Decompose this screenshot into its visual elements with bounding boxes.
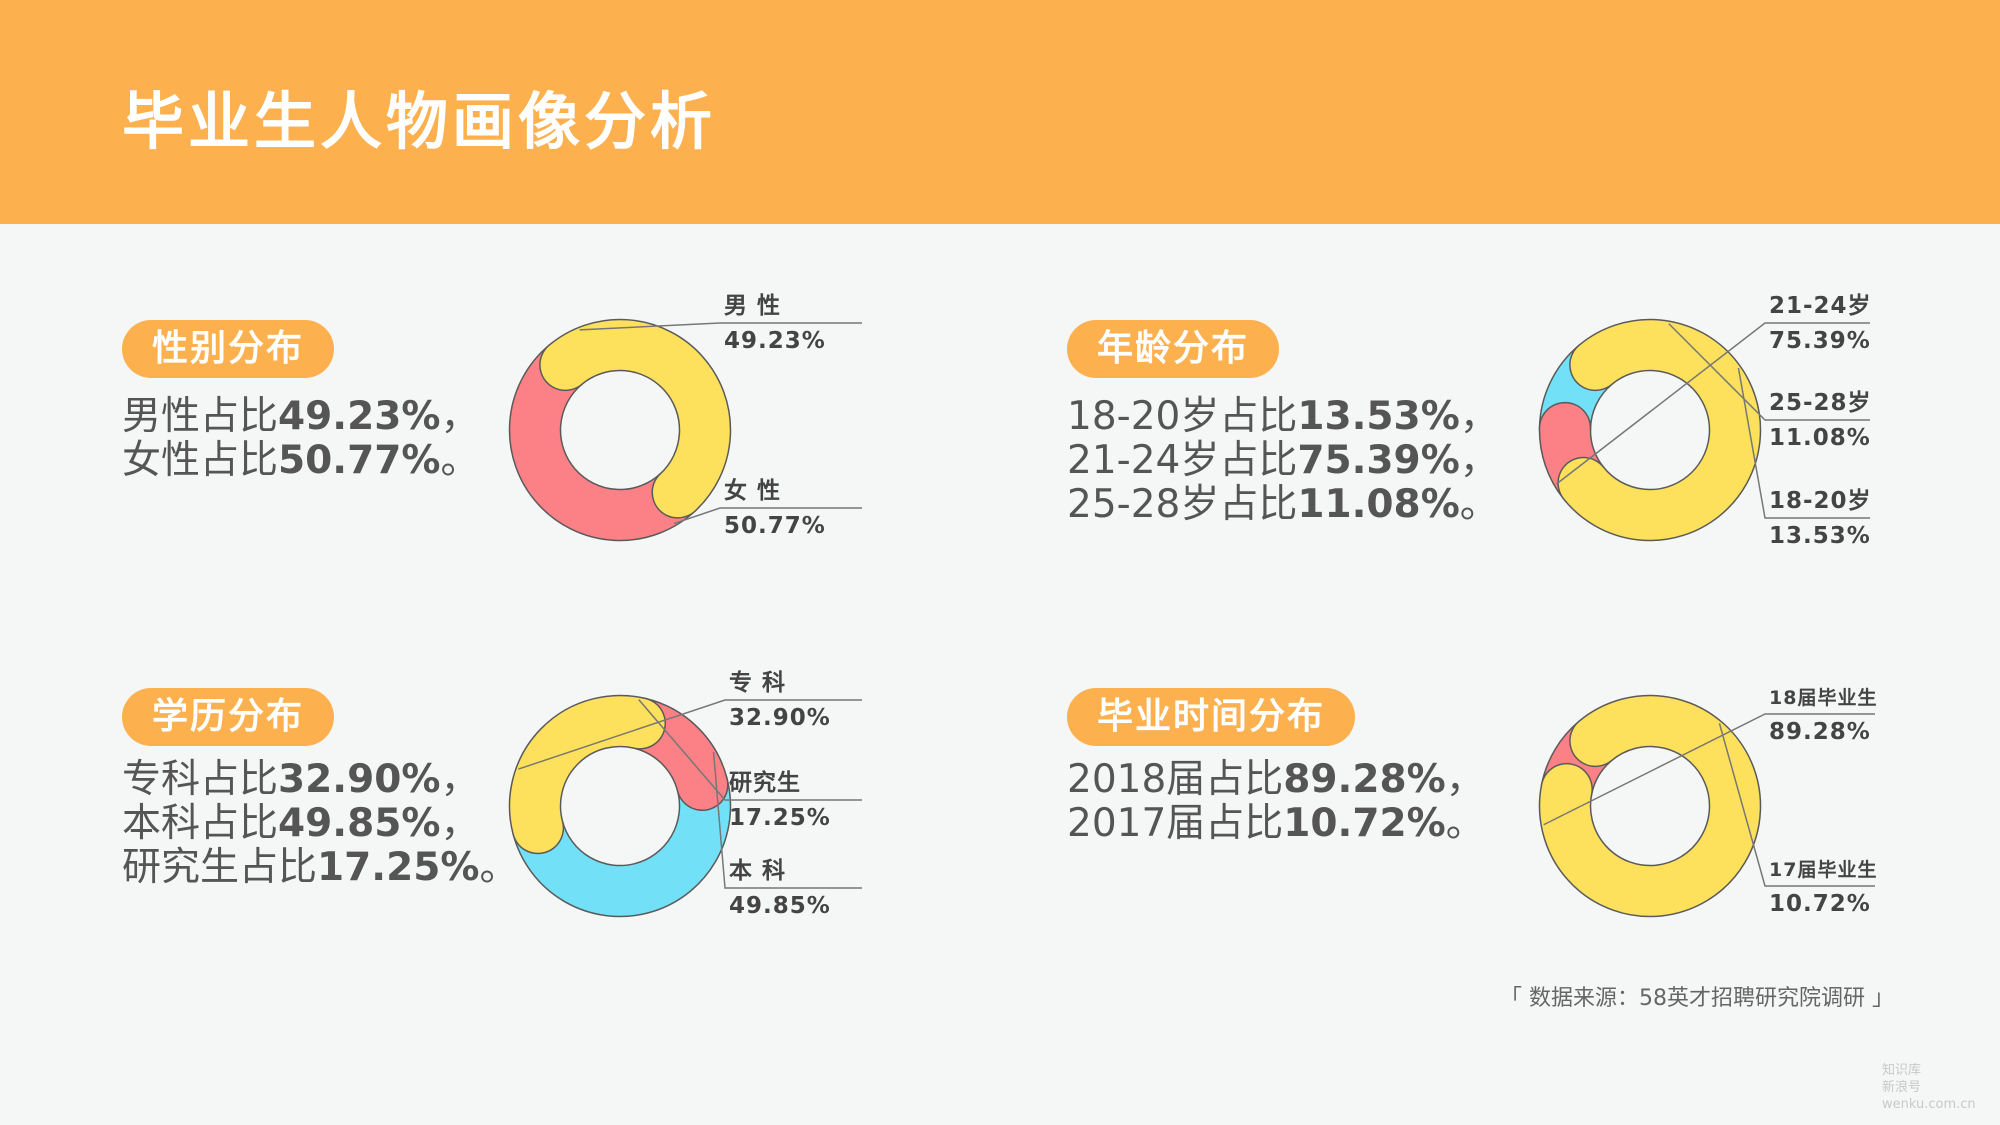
- page-title: 毕业生人物画像分析: [122, 85, 717, 158]
- slice-label-0-0: 男 性: [724, 293, 781, 319]
- graduation-section-badge: 毕业时间分布: [1067, 688, 1356, 746]
- slice-value-2-1: 17.25%: [729, 805, 831, 831]
- slice-label-3-1: 17届毕业生: [1769, 858, 1877, 881]
- education-desc-line-junior: 专科占比32.90%，: [122, 757, 480, 802]
- watermark: 知识库 新浪号 wenku.com.cn: [1882, 1062, 2000, 1113]
- donut-slice-2-2: [513, 760, 730, 916]
- callout-line-1-0: [1556, 322, 1870, 485]
- callout-line-3-0: [1543, 713, 1875, 826]
- slice-label-2-0: 专 科: [729, 669, 786, 696]
- education-desc-line-bachelor: 本科占比49.85%，: [122, 801, 480, 846]
- slice-label-3-0: 18届毕业生: [1769, 686, 1877, 709]
- graduation-desc-line-2017: 2017届占比10.72%。: [1067, 801, 1485, 846]
- graduation-desc-line-2018: 2018届占比89.28%，: [1067, 757, 1485, 802]
- callout-line-0-0: [579, 322, 862, 331]
- slice-label-1-2: 18-20岁: [1769, 487, 1872, 514]
- age-desc-line-21-24: 21-24岁占比75.39%，: [1067, 438, 1499, 483]
- slice-label-1-0: 21-24岁: [1769, 292, 1872, 319]
- gender-description: 男性占比49.23%， 女性占比50.77%。: [122, 395, 479, 483]
- data-source-note: 「 数据来源：58英才招聘研究院调研 」: [1500, 986, 1894, 1011]
- callout-line-2-2: [712, 751, 862, 889]
- slice-label-1-1: 25-28岁: [1769, 389, 1872, 416]
- donut-chart-3: 18届毕业生 89.28% 17届毕业生 10.72%: [1538, 686, 1877, 918]
- donut-chart-1: 21-24岁 75.39% 25-28岁 11.08% 18-20岁 13.53%: [1538, 292, 1872, 549]
- callout-line-0-1: [673, 507, 862, 525]
- donut-slice-3-0: [1540, 696, 1760, 916]
- donut-chart-2: 专 科 32.90% 研究生 17.25% 本 科 49.85%: [508, 669, 862, 919]
- donut-slice-0-1: [510, 340, 703, 540]
- gender-desc-line-female: 女性占比50.77%。: [122, 438, 480, 483]
- donut-slice-2-0: [510, 696, 665, 853]
- gender-section-badge: 性别分布: [122, 320, 335, 378]
- slice-value-0-1: 50.77%: [724, 513, 826, 539]
- education-desc-line-graduate: 研究生占比17.25%。: [122, 845, 519, 890]
- age-description: 18-20岁占比13.53%， 21-24岁占比75.39%， 25-28岁占比…: [1067, 395, 1499, 527]
- education-description: 专科占比32.90%， 本科占比49.85%， 研究生占比17.25%。: [122, 758, 518, 890]
- slice-value-3-0: 89.28%: [1769, 719, 1871, 745]
- education-section-badge: 学历分布: [122, 688, 335, 746]
- age-section-badge: 年龄分布: [1067, 320, 1280, 378]
- slice-value-1-1: 11.08%: [1769, 425, 1871, 451]
- slice-value-1-0: 75.39%: [1769, 328, 1871, 354]
- age-desc-line-18-20: 18-20岁占比13.53%，: [1067, 394, 1499, 439]
- callout-line-1-2: [1737, 367, 1870, 519]
- callout-line-2-0: [518, 699, 862, 770]
- slice-value-3-1: 10.72%: [1769, 891, 1871, 917]
- age-desc-line-25-28: 25-28岁占比11.08%。: [1067, 482, 1499, 527]
- gender-desc-line-male: 男性占比49.23%，: [122, 394, 480, 439]
- slice-value-0-0: 49.23%: [724, 328, 826, 354]
- slice-value-2-0: 32.90%: [729, 705, 831, 731]
- donut-slice-1-0: [1558, 320, 1760, 540]
- callout-line-1-1: [1668, 323, 1870, 421]
- slice-label-0-1: 女 性: [724, 477, 781, 504]
- callout-line-3-1: [1718, 723, 1875, 887]
- slice-value-2-2: 49.85%: [729, 893, 831, 919]
- callout-line-2-1: [638, 699, 862, 801]
- slice-label-2-1: 研究生: [729, 769, 801, 796]
- watermark-line-1: 知识库: [1882, 1063, 1922, 1078]
- slice-label-2-2: 本 科: [729, 858, 786, 884]
- watermark-line-2: 新浪号 wenku.com.cn: [1882, 1080, 1976, 1112]
- graduation-description: 2018届占比89.28%， 2017届占比10.72%。: [1067, 758, 1485, 846]
- donut-slice-0-0: [540, 320, 730, 518]
- slice-value-1-2: 13.53%: [1769, 523, 1871, 549]
- header-banner: [0, 0, 2000, 224]
- donut-chart-0: 男 性 49.23% 女 性 50.77%: [508, 293, 862, 542]
